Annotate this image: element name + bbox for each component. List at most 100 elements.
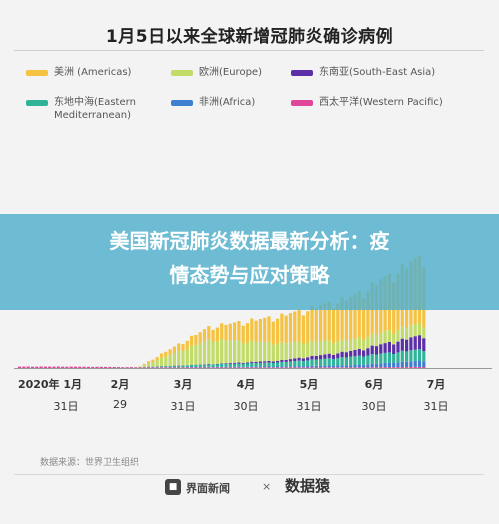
bar-segment-americas bbox=[362, 298, 366, 340]
bar-segment-africa bbox=[241, 366, 245, 368]
bar-segment-europe bbox=[387, 330, 391, 342]
bar-segment-western-pacific bbox=[168, 367, 172, 368]
bar-segment-europe bbox=[340, 339, 344, 352]
bar-segment-western-pacific bbox=[121, 367, 125, 368]
bar-segment-africa bbox=[293, 366, 297, 368]
bar-segment-africa bbox=[331, 365, 336, 368]
headline-text: 美国新冠肺炎数据最新分析：疫 情态势与应对策略 bbox=[0, 224, 499, 292]
bar-segment-southeast-asia bbox=[349, 351, 353, 357]
bar-segment-europe bbox=[362, 340, 366, 351]
bar-segment-americas bbox=[159, 353, 164, 358]
bar-segment-eastern-mediterranean bbox=[185, 365, 189, 368]
bar-segment-eastern-mediterranean bbox=[319, 359, 323, 366]
bar-segment-eastern-mediterranean bbox=[366, 355, 370, 365]
bar-segment-africa bbox=[250, 366, 254, 368]
bar-segment-eastern-mediterranean bbox=[228, 363, 232, 367]
bar-segment-americas bbox=[267, 316, 271, 342]
bar-segment-americas bbox=[245, 323, 250, 343]
bar-segment-western-pacific bbox=[95, 366, 99, 368]
bar-segment-eastern-mediterranean bbox=[379, 353, 383, 364]
bar-segment-western-pacific bbox=[267, 367, 271, 368]
bar-segment-western-pacific bbox=[396, 367, 400, 368]
bar-segment-southeast-asia bbox=[396, 341, 400, 353]
bar-segment-europe bbox=[177, 350, 181, 366]
bar-segment-southeast-asia bbox=[327, 353, 331, 359]
bar-segment-western-pacific bbox=[116, 367, 121, 368]
bar-segment-eastern-mediterranean bbox=[245, 363, 250, 367]
bar-segment-southeast-asia bbox=[276, 360, 280, 363]
bar-segment-africa bbox=[323, 365, 327, 368]
x-tick-day: 30日 bbox=[361, 400, 387, 413]
bar-segment-americas bbox=[284, 315, 288, 344]
bar-segment-africa bbox=[387, 362, 391, 368]
bar-segment-eastern-mediterranean bbox=[413, 349, 417, 361]
bar-segment-americas bbox=[327, 301, 331, 341]
bar-segment-western-pacific bbox=[301, 367, 305, 368]
bar-segment-eastern-mediterranean bbox=[211, 364, 215, 367]
bar-segment-americas bbox=[207, 326, 211, 339]
bar-segment-africa bbox=[220, 366, 224, 368]
bar-segment-western-pacific bbox=[108, 367, 112, 368]
bar-segment-americas bbox=[151, 359, 155, 362]
bar-segment-europe bbox=[327, 340, 331, 354]
bar-segment-africa bbox=[370, 363, 374, 368]
bar-segment-americas bbox=[185, 340, 189, 350]
bar-segment-eastern-mediterranean bbox=[190, 365, 194, 367]
bar-segment-western-pacific bbox=[417, 366, 422, 368]
bar-segment-eastern-mediterranean bbox=[417, 349, 422, 361]
bar-segment-eastern-mediterranean bbox=[198, 364, 202, 367]
bar-segment-americas bbox=[224, 324, 228, 341]
bar-segment-western-pacific bbox=[241, 367, 245, 368]
publisher-name: 界面新闻 bbox=[186, 482, 230, 495]
bar-segment-africa bbox=[314, 365, 318, 368]
bar-segment-americas bbox=[319, 305, 323, 341]
bar-segment-europe bbox=[297, 341, 301, 358]
bar-segment-eastern-mediterranean bbox=[280, 361, 284, 367]
bar-segment-europe bbox=[164, 356, 168, 366]
bar-segment-western-pacific bbox=[35, 366, 39, 368]
bar-segment-southeast-asia bbox=[331, 354, 336, 360]
bar-segment-europe bbox=[344, 340, 348, 353]
bar-segment-africa bbox=[284, 366, 288, 368]
bar-segment-africa bbox=[254, 366, 258, 368]
bar-segment-southeast-asia bbox=[228, 363, 232, 364]
legend-label-western-pacific: 西太平洋(Western Pacific) bbox=[319, 97, 443, 108]
bar-segment-europe bbox=[314, 341, 318, 356]
bar-segment-africa bbox=[306, 366, 310, 368]
bar-segment-eastern-mediterranean bbox=[168, 366, 172, 368]
bar-segment-eastern-mediterranean bbox=[202, 364, 207, 367]
bar-segment-eastern-mediterranean bbox=[323, 358, 327, 366]
bar-segment-americas bbox=[215, 327, 219, 342]
bar-segment-africa bbox=[245, 366, 250, 368]
bar-segment-africa bbox=[340, 365, 344, 368]
bar-segment-eastern-mediterranean bbox=[301, 361, 305, 367]
bar-segment-africa bbox=[327, 365, 331, 368]
bar-segment-europe bbox=[370, 333, 374, 346]
bar-segment-western-pacific bbox=[39, 366, 43, 368]
bar-segment-eastern-mediterranean bbox=[177, 365, 181, 368]
legend-swatch-southeast-asia bbox=[291, 70, 313, 76]
bar-segment-western-pacific bbox=[344, 367, 348, 368]
bar-segment-americas bbox=[357, 291, 361, 338]
bar-segment-western-pacific bbox=[405, 367, 409, 368]
bar-segment-western-pacific bbox=[91, 366, 95, 368]
bar-segment-europe bbox=[142, 364, 146, 367]
bar-segment-southeast-asia bbox=[245, 362, 250, 364]
bar-segment-americas bbox=[220, 323, 224, 339]
bar-segment-eastern-mediterranean bbox=[181, 365, 185, 368]
bar-segment-western-pacific bbox=[370, 367, 374, 368]
bar-segment-southeast-asia bbox=[422, 338, 426, 352]
bar-segment-americas bbox=[258, 318, 262, 342]
bar-segment-western-pacific bbox=[293, 367, 297, 368]
bar-segment-western-pacific bbox=[327, 367, 331, 368]
bar-segment-western-pacific bbox=[220, 367, 224, 368]
bar-segment-western-pacific bbox=[258, 367, 262, 368]
bar-segment-western-pacific bbox=[61, 366, 65, 368]
bar-segment-africa bbox=[417, 360, 422, 367]
bar-segment-europe bbox=[250, 340, 254, 362]
bar-segment-africa bbox=[422, 361, 426, 367]
bar-segment-africa bbox=[349, 365, 353, 368]
bar-segment-western-pacific bbox=[310, 367, 314, 368]
bar-segment-southeast-asia bbox=[280, 360, 284, 362]
